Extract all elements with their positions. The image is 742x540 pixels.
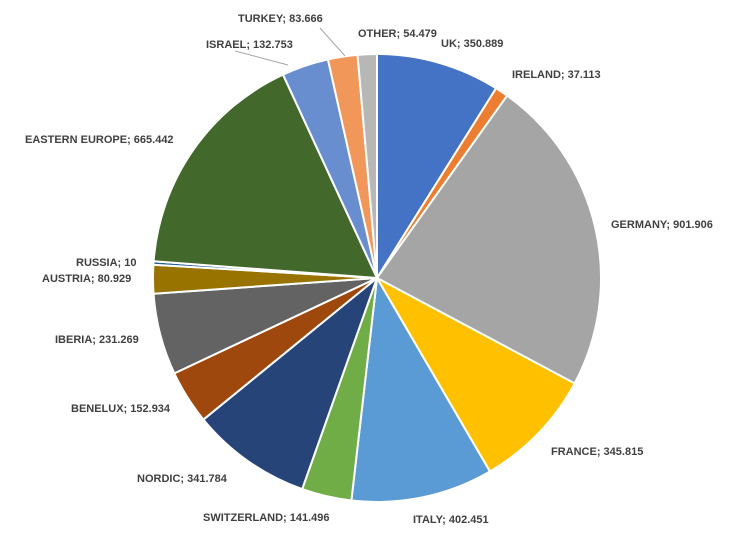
data-label-uk: UK; 350.889 — [441, 38, 503, 50]
pie-slice-other — [356, 53, 378, 279]
data-label-israel: ISRAEL; 132.753 — [206, 39, 293, 51]
data-label-austria: AUSTRIA; 80.929 — [42, 273, 131, 285]
pie-slice-italy — [350, 277, 491, 503]
leader-lines — [234, 27, 346, 66]
leader-line-turkey — [319, 27, 346, 57]
data-label-switzerland: SWITZERLAND; 141.496 — [203, 512, 330, 524]
data-label-iberia: IBERIA; 231.269 — [55, 334, 139, 346]
data-label-other: OTHER; 54.479 — [358, 28, 437, 40]
leader-line-israel — [234, 50, 289, 66]
data-label-russia: RUSSIA; 10 — [76, 257, 137, 269]
pie-slice-germany — [376, 94, 602, 385]
data-label-nordic: NORDIC; 341.784 — [137, 473, 228, 485]
data-label-germany: GERMANY; 901.906 — [611, 219, 713, 231]
data-labels: UK; 350.889 IRELAND; 37.113 GERMANY; 901.9… — [25, 13, 713, 526]
data-label-benelux: BENELUX; 152.934 — [71, 403, 171, 415]
pie-slice-eastern-europe — [152, 73, 378, 279]
data-label-france: FRANCE; 345.815 — [551, 446, 643, 458]
pie-slices — [152, 53, 602, 503]
pie-slice-france — [376, 277, 576, 473]
data-label-eastern-europe: EASTERN EUROPE; 665.442 — [25, 134, 174, 146]
data-label-ireland: IRELAND; 37.113 — [512, 69, 601, 81]
pie-slice-nordic — [202, 277, 378, 491]
data-label-italy: ITALY; 402.451 — [413, 514, 489, 526]
data-label-turkey: TURKEY; 83.666 — [238, 13, 323, 25]
pie-slice-uk — [376, 53, 498, 279]
